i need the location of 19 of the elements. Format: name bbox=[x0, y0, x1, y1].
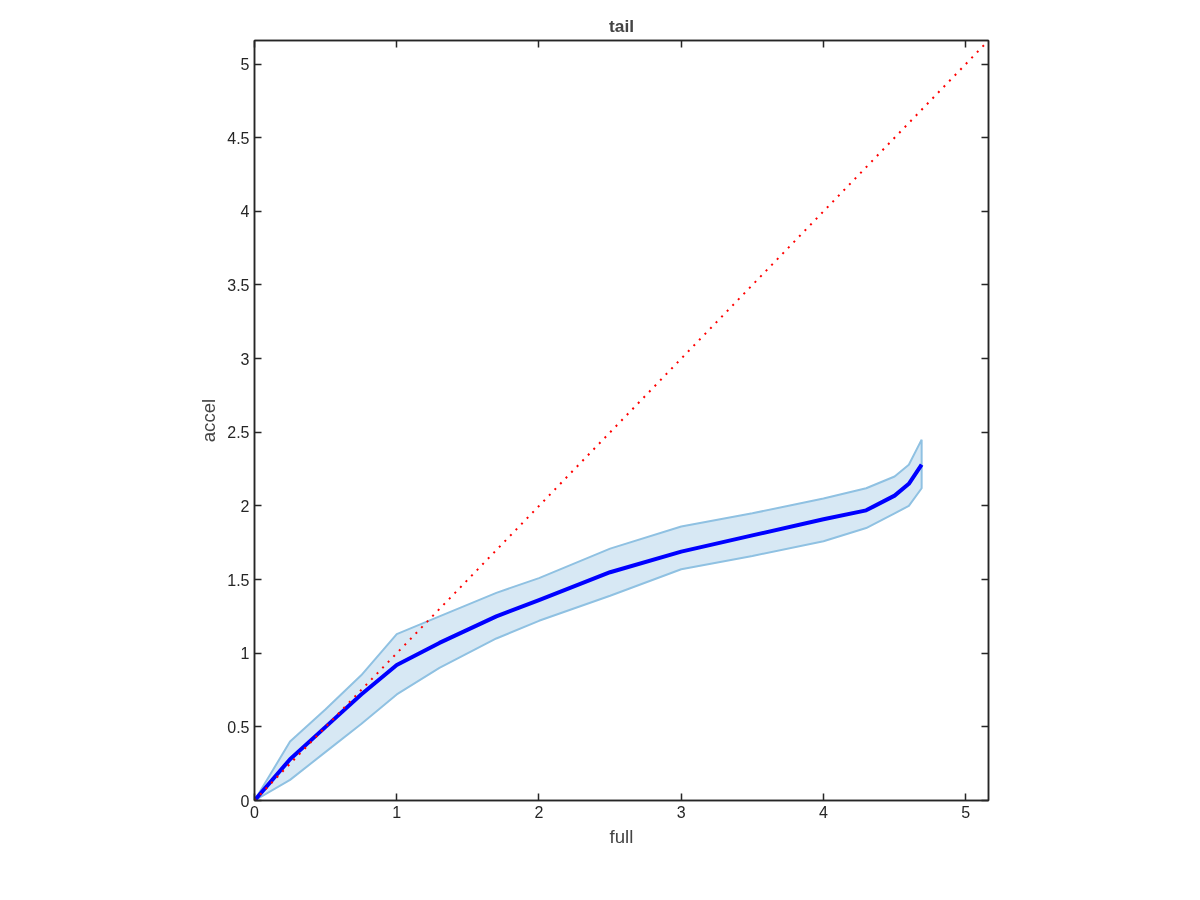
chart-title: tail bbox=[608, 15, 635, 36]
y-tick-label: 1.5 bbox=[227, 571, 250, 589]
y-tick-label: 4.5 bbox=[227, 129, 250, 147]
x-tick-label: 3 bbox=[676, 803, 686, 821]
y-tick-label: 3 bbox=[240, 350, 250, 368]
y-tick-label: 1 bbox=[240, 645, 250, 663]
y-tick-label: 5 bbox=[240, 56, 250, 74]
y-tick-label: 2 bbox=[240, 497, 250, 515]
x-tick-label: 5 bbox=[961, 803, 971, 821]
y-axis-title: accel bbox=[198, 398, 220, 443]
x-tick-label: 2 bbox=[534, 803, 544, 821]
y-tick-label: 0 bbox=[240, 792, 250, 810]
y-tick-label: 2.5 bbox=[227, 424, 250, 442]
y-tick-label: 0.5 bbox=[227, 718, 250, 736]
x-tick-label: 1 bbox=[392, 803, 402, 821]
y-tick-label: 4 bbox=[240, 203, 250, 221]
y-tick-label: 3.5 bbox=[227, 277, 250, 294]
x-tick-label: 4 bbox=[819, 803, 829, 821]
x-axis-title: full bbox=[609, 825, 634, 847]
